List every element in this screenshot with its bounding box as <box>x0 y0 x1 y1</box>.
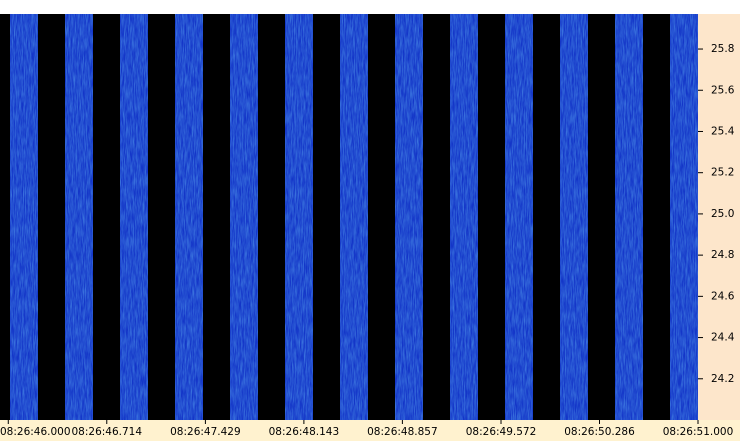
x-tick-label: 08:26:49.572 <box>466 426 537 438</box>
y-tick-label: 25.8 <box>711 43 734 55</box>
burst-texture <box>340 14 368 420</box>
burst-texture <box>615 14 643 420</box>
x-tick-label: 08:26:48.143 <box>269 426 340 438</box>
burst-texture <box>670 14 698 420</box>
y-tick-label: 25.4 <box>711 125 735 137</box>
y-tick-label: 24.2 <box>711 373 734 385</box>
y-axis-panel <box>698 14 740 420</box>
burst-texture <box>65 14 93 420</box>
burst-texture <box>10 14 38 420</box>
x-tick-label: 08:26:48.857 <box>367 426 438 438</box>
y-tick-label: 24.6 <box>711 290 735 302</box>
x-axis-panel <box>0 420 740 441</box>
burst-texture <box>505 14 533 420</box>
y-tick-label: 24.4 <box>711 332 735 344</box>
burst-texture <box>285 14 313 420</box>
y-tick-label: 24.8 <box>711 249 734 261</box>
spectrum-bursts <box>10 14 698 420</box>
x-tick-label: 08:26:46.714 <box>71 426 142 438</box>
burst-texture <box>395 14 423 420</box>
y-tick-label: 25.0 <box>711 208 734 220</box>
burst-texture <box>120 14 148 420</box>
x-tick-label: 08:26:51.000 <box>663 426 734 438</box>
burst-texture <box>560 14 588 420</box>
burst-texture <box>230 14 258 420</box>
x-tick-label: 08:26:46.000 <box>0 426 71 438</box>
burst-texture <box>175 14 203 420</box>
burst-texture <box>450 14 478 420</box>
x-tick-label: 08:26:47.429 <box>170 426 241 438</box>
x-tick-label: 08:26:50.286 <box>564 426 635 438</box>
y-tick-label: 25.2 <box>711 167 734 179</box>
y-tick-label: 25.6 <box>711 84 735 96</box>
